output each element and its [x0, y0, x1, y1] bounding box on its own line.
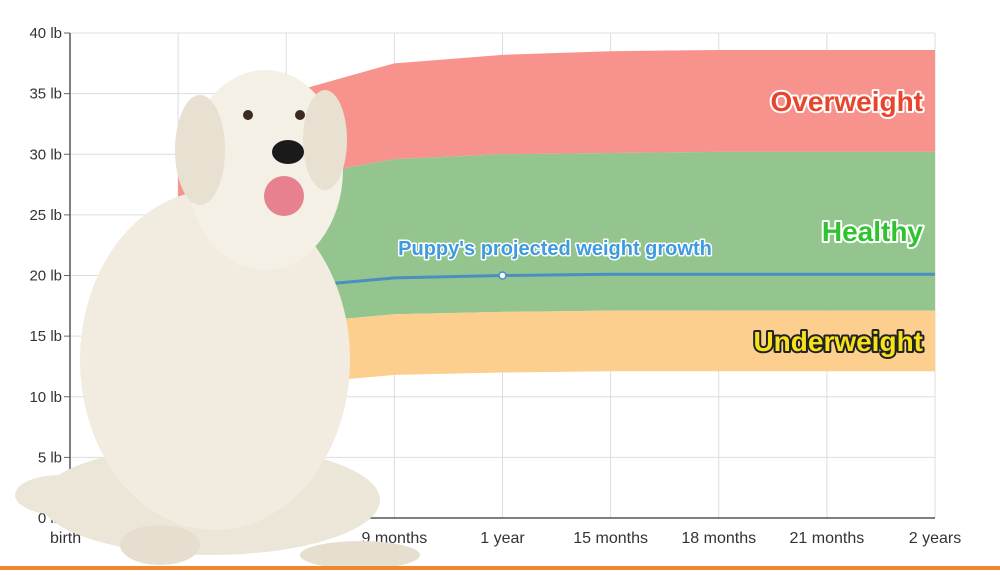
series-marker: [498, 271, 507, 280]
y-tick-label: 25 lb: [29, 207, 62, 224]
band-area: [178, 49, 935, 227]
series-annotation: Puppy's projected weight growth: [398, 238, 712, 260]
band-label: Overweight: [771, 86, 923, 117]
band-area: [178, 310, 935, 409]
band-area: [178, 151, 935, 361]
y-tick-label: 40 lb: [29, 25, 62, 42]
x-tick-label: 1 year: [480, 530, 525, 547]
x-tick-label: 21 months: [790, 530, 865, 547]
y-tick-label: 5 lb: [38, 449, 62, 466]
y-tick-label: 15 lb: [29, 328, 62, 345]
x-tick-label: birth: [50, 530, 81, 547]
y-tick-label: 30 lb: [29, 146, 62, 163]
x-tick-label: 2 years: [909, 530, 961, 547]
dog-photo: [15, 70, 420, 569]
x-tick-label: 15 months: [573, 530, 648, 547]
y-tick-label: 10 lb: [29, 389, 62, 406]
y-tick-label: 20 lb: [29, 268, 62, 285]
bottom-rule: [0, 566, 1000, 570]
y-tick-label: 35 lb: [29, 86, 62, 103]
band-label: Healthy: [822, 216, 924, 247]
band-label: Underweight: [753, 326, 923, 357]
x-tick-label: 18 months: [681, 530, 756, 547]
